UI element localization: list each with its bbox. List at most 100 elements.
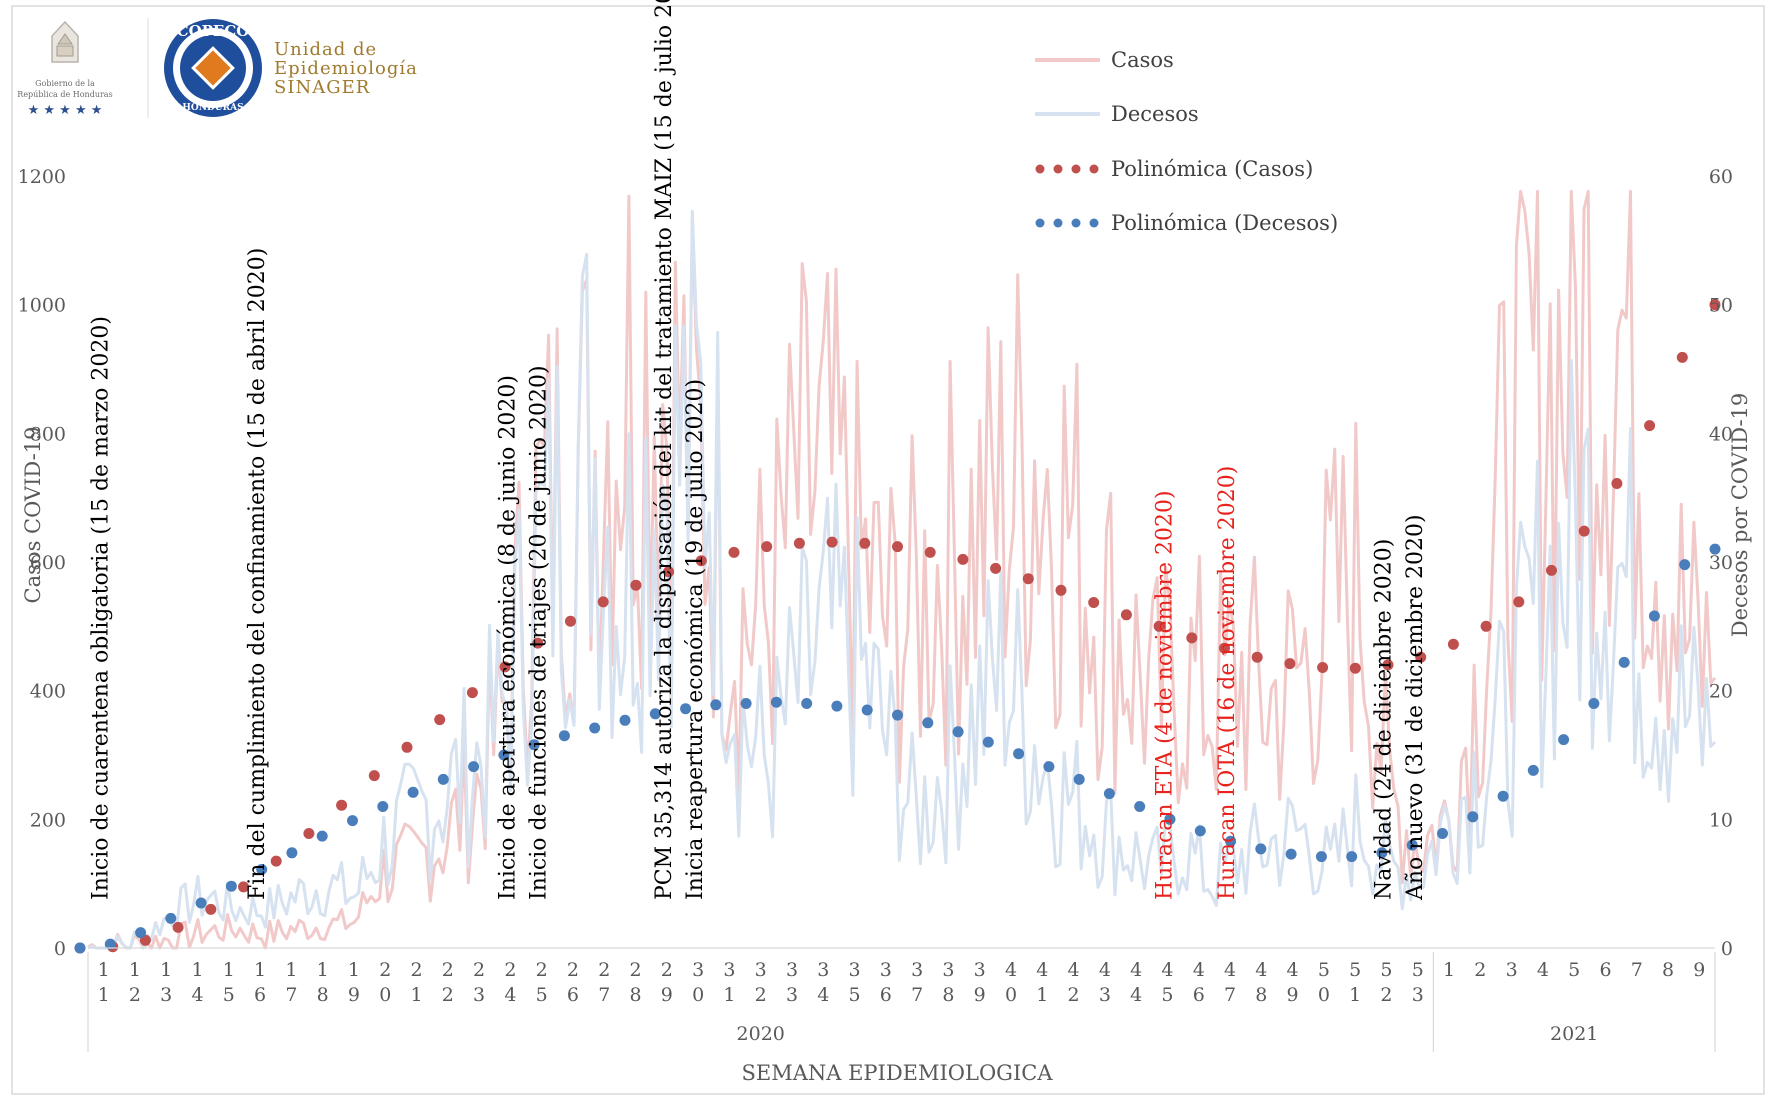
x-week-units-label: 6 — [254, 984, 266, 1006]
x-week-label-2021: 4 — [1537, 959, 1549, 981]
x-week-label-2021: 7 — [1631, 959, 1643, 981]
event-annotation: Año nuevo (31 de diciembre 2020) — [1403, 514, 1428, 901]
y-left-tick-label: 1000 — [18, 295, 66, 317]
x-week-units-label: 1 — [1349, 984, 1361, 1006]
x-week-tens-label: 1 — [317, 959, 329, 981]
x-week-units-label: 7 — [1224, 984, 1236, 1006]
polinomica-decesos-point — [619, 714, 631, 726]
polinomica-decesos-point — [1709, 543, 1721, 555]
polinomica-decesos-point — [892, 709, 903, 721]
x-week-units-label: 4 — [817, 984, 829, 1006]
x-week-tens-label: 2 — [410, 959, 422, 981]
polinomica-decesos-point — [1225, 835, 1237, 847]
y-right-tick-label: 10 — [1709, 809, 1733, 831]
polinomica-casos-point — [1055, 584, 1067, 596]
x-week-tens-label: 4 — [1193, 959, 1205, 981]
polinomica-casos-point — [663, 566, 675, 578]
x-week-tens-label: 1 — [348, 959, 360, 981]
unit-title-line-1: Unidad de — [274, 39, 377, 60]
polinomica-casos-point — [1546, 564, 1557, 576]
y-axis-right-title: Decesos por COVID-19 — [1728, 393, 1752, 638]
x-week-tens-label: 2 — [504, 959, 516, 981]
event-annotation: PCM 35,314 autoriza la dispensación del … — [652, 0, 677, 900]
x-week-units-label: 6 — [567, 984, 579, 1006]
polinomica-casos-point — [630, 579, 642, 591]
x-week-units-label: 3 — [160, 984, 172, 1006]
polinomica-casos-point — [1644, 420, 1656, 432]
polinomica-casos-point — [1578, 525, 1590, 537]
polinomica-decesos-point — [1164, 813, 1176, 825]
polinomica-decesos-point — [528, 739, 540, 751]
x-week-tens-label: 4 — [1224, 959, 1236, 981]
polinomica-decesos-point — [347, 815, 358, 827]
header-logos: Gobierno de la República de Honduras ★ ★… — [17, 18, 417, 118]
polinomica-casos-point — [990, 562, 1002, 574]
y-right-tick-label: 60 — [1709, 166, 1733, 188]
polinomica-decesos-point — [982, 736, 994, 748]
annotations: Inicio de cuarentena obligatoria (15 de … — [89, 0, 1428, 901]
x-week-units-label: 1 — [723, 984, 735, 1006]
polinomica-casos-point — [466, 687, 478, 699]
x-week-units-label: 2 — [442, 984, 454, 1006]
x-week-units-label: 8 — [1255, 984, 1267, 1006]
polinomica-casos-point — [728, 546, 740, 558]
polinomica-casos-point — [172, 921, 184, 933]
govt-stars: ★ ★ ★ ★ ★ — [28, 103, 103, 118]
polinomica-casos-point — [1153, 620, 1165, 632]
polinomica-decesos-point — [922, 717, 934, 729]
polinomica-casos-point — [1186, 632, 1198, 644]
polinomica-decesos-point — [1013, 748, 1025, 760]
y-right-tick-label: 40 — [1709, 423, 1733, 445]
x-week-units-label: 4 — [191, 984, 203, 1006]
polinomica-casos-point — [270, 855, 282, 867]
y-left-tick-label: 1200 — [18, 166, 66, 188]
polinomica-casos-point — [1611, 478, 1623, 489]
decesos-series-line — [87, 209, 1717, 950]
polinomica-decesos-point — [377, 801, 389, 812]
x-week-tens-label: 5 — [1412, 959, 1424, 981]
polinomica-casos-point — [761, 541, 773, 553]
x-week-units-label: 5 — [849, 984, 861, 1006]
x-week-units-label: 5 — [536, 984, 548, 1006]
x-week-tens-label: 3 — [849, 959, 861, 981]
x-week-units-label: 0 — [692, 984, 704, 1006]
polinomica-casos-point — [1676, 351, 1688, 363]
year-label-2020: 2020 — [737, 1023, 785, 1045]
x-week-tens-label: 2 — [442, 959, 454, 981]
x-week-tens-label: 1 — [98, 959, 110, 981]
y-left-tick-label: 800 — [30, 423, 66, 445]
polinomica-decesos-point — [1194, 825, 1206, 837]
polinomica-decesos-point — [558, 730, 570, 742]
x-week-tens-label: 2 — [630, 959, 642, 981]
event-annotation: Inicia reapertura económica (19 de julio… — [683, 379, 708, 900]
polinomica-decesos-point — [1103, 788, 1115, 800]
polinomica-decesos-point — [1043, 761, 1055, 773]
y-right-tick-label: 30 — [1709, 552, 1733, 574]
y-left-tick-label: 0 — [54, 938, 66, 960]
polinomica-decesos-point — [1588, 698, 1600, 709]
polinomica-decesos-point — [1467, 811, 1479, 823]
polinomica-decesos-point — [1648, 610, 1660, 622]
x-week-tens-label: 4 — [1099, 959, 1111, 981]
polinomica-casos-point — [1382, 659, 1394, 671]
x-week-tens-label: 5 — [1349, 959, 1361, 981]
x-week-units-label: 0 — [1318, 984, 1330, 1006]
polinomica-decesos-point — [861, 704, 873, 716]
x-week-units-label: 1 — [1036, 984, 1048, 1006]
polinomica-decesos-point — [468, 761, 480, 773]
event-annotation: Huracan IOTA (16 de noviembre 2020) — [1215, 466, 1240, 900]
polinomica-decesos-point — [1558, 734, 1570, 746]
polinomica-decesos-point — [74, 942, 86, 954]
polinomica-decesos-point — [195, 897, 207, 909]
x-week-units-label: 6 — [880, 984, 892, 1006]
x-week-units-label: 4 — [1130, 984, 1142, 1006]
polinomica-decesos-point — [1255, 843, 1267, 855]
polinomica-casos-point — [303, 828, 315, 839]
polinomica-decesos-point — [649, 708, 661, 720]
copeco-top-text: COPECO — [177, 22, 250, 40]
polinomica-casos-point — [434, 714, 446, 726]
x-week-units-label: 9 — [1287, 984, 1299, 1006]
x-week-tens-label: 2 — [598, 959, 610, 981]
legend-polinomica-casos-label: Polinómica (Casos) — [1111, 157, 1313, 181]
